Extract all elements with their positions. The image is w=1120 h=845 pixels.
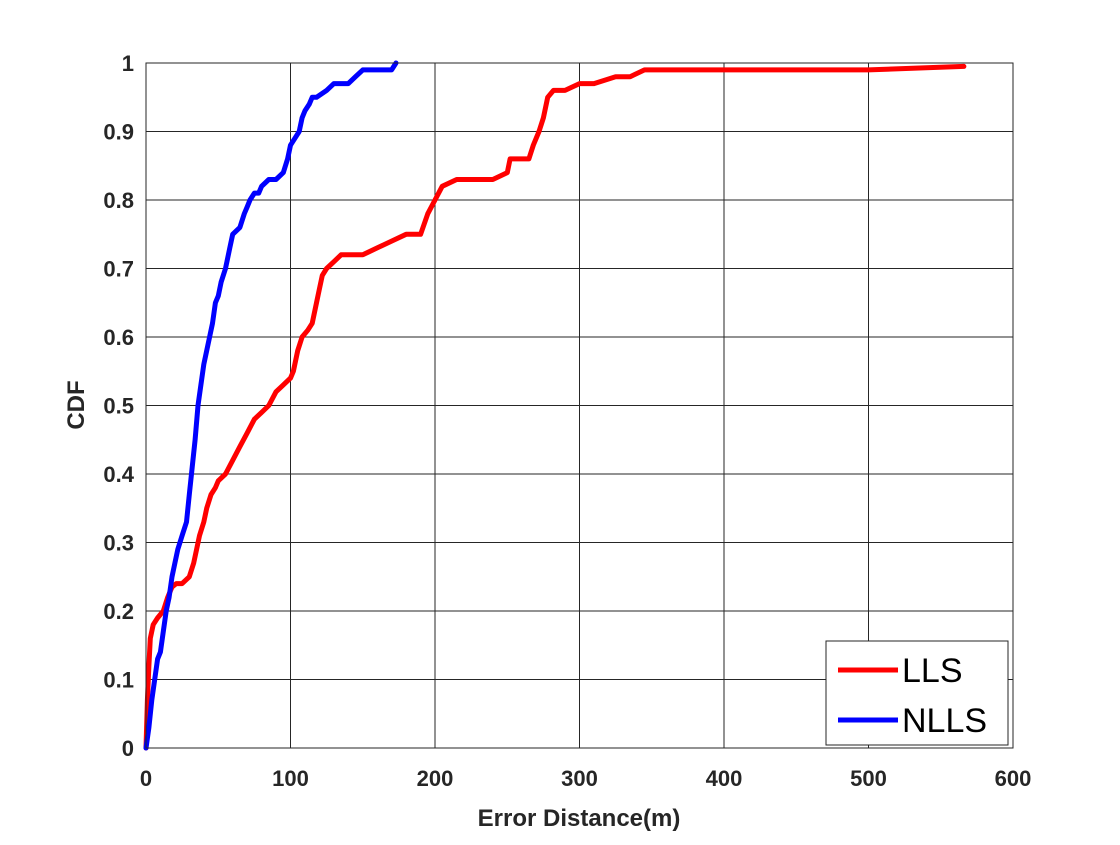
y-tick-label: 0.8	[103, 188, 134, 213]
x-tick-label: 300	[561, 766, 598, 791]
series-lines	[143, 60, 967, 751]
y-tick-label: 0	[122, 736, 134, 761]
legend: LLS NLLS	[825, 640, 1009, 746]
y-tick-label: 0.9	[103, 120, 134, 145]
y-tick-label: 0.1	[103, 668, 134, 693]
plot-area-frame	[145, 62, 1014, 749]
x-tick-label: 400	[706, 766, 743, 791]
y-axis-label: CDF	[63, 380, 90, 429]
x-tick-label: 600	[995, 766, 1032, 791]
x-axis-label: Error Distance(m)	[478, 805, 681, 832]
series-line-nlls	[143, 60, 399, 751]
x-tick-label: 0	[140, 766, 152, 791]
y-tick-label: 1	[122, 51, 134, 76]
series-line-lls	[143, 63, 967, 751]
y-tick-label: 0.5	[103, 394, 134, 419]
x-tick-label: 500	[850, 766, 887, 791]
x-tick-label: 200	[417, 766, 454, 791]
y-tick-label: 0.7	[103, 257, 134, 282]
y-tick-label: 0.3	[103, 531, 134, 556]
legend-label-nlls: NLLS	[902, 702, 987, 740]
legend-label-lls: LLS	[902, 652, 963, 690]
tick-labels: 0 100 200 300 400 500 600 0 0.1 0.2 0.3 0.4 0.5 0.6 0.…	[103, 51, 1031, 791]
y-tick-label: 0.4	[103, 462, 134, 487]
legend-box	[825, 640, 1009, 746]
y-tick-label: 0.6	[103, 325, 134, 350]
y-tick-label: 0.2	[103, 599, 134, 624]
x-tick-label: 100	[272, 766, 309, 791]
